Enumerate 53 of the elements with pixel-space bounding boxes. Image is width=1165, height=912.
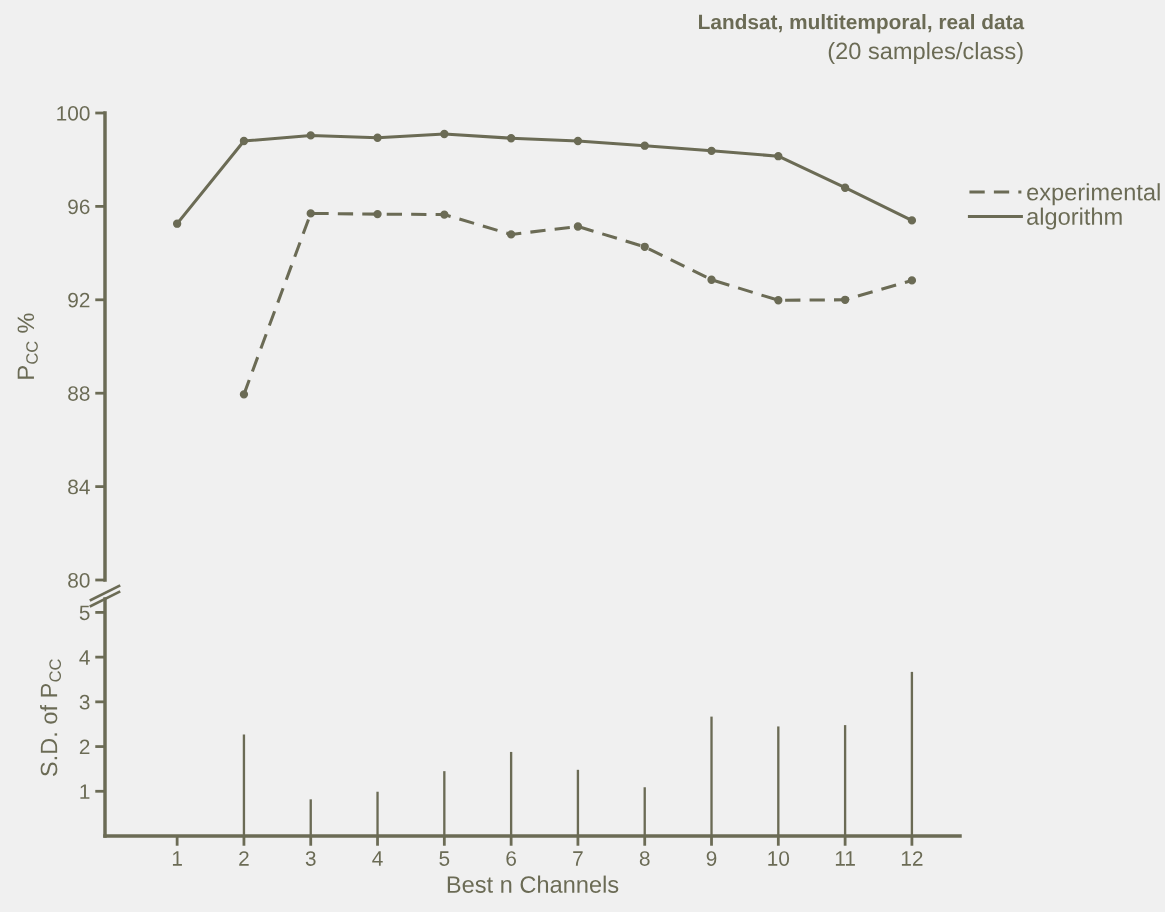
point [907, 216, 917, 225]
point [907, 276, 917, 285]
point [306, 209, 315, 218]
x-tick-label: 6 [506, 851, 516, 866]
point [573, 136, 583, 146]
x-tick-label: 4 [372, 851, 383, 866]
legend-label: experimental [1027, 183, 1160, 206]
y-tick-label: 80 [68, 573, 90, 588]
x-tick-label: 5 [439, 851, 450, 866]
x-tick-label: 10 [768, 851, 790, 866]
point [172, 219, 182, 228]
point [373, 209, 382, 219]
y-tick-label: 92 [68, 292, 90, 308]
x-tick-label: 8 [639, 851, 650, 866]
y-tick-label: 100 [57, 106, 90, 121]
y-tick-label: 84 [68, 479, 90, 495]
point [506, 230, 516, 239]
point [774, 296, 783, 305]
y-tick-label: 2 [79, 739, 90, 755]
point [707, 275, 716, 284]
x-axis-title: Best n Channels [447, 875, 619, 893]
point [840, 295, 850, 304]
y-axis-title: P$_{CC}$ % [17, 313, 38, 379]
point [640, 242, 649, 251]
x-tick-label: 7 [573, 851, 583, 866]
point [774, 152, 783, 161]
y-tick-label: 1 [80, 784, 90, 799]
point [573, 222, 583, 231]
point [707, 146, 716, 155]
point [373, 133, 382, 142]
x-tick-label: 11 [835, 851, 855, 866]
point [440, 210, 449, 219]
y-axis-title: S.D. of P$_{CC}$ [40, 659, 62, 777]
y-tick-label: 3 [79, 694, 90, 710]
point [239, 136, 249, 146]
x-tick-label: 9 [706, 851, 717, 866]
x-tick-label: 12 [901, 851, 923, 866]
point [640, 141, 649, 150]
point [506, 134, 516, 143]
x-tick-label: 1 [172, 851, 182, 866]
chart-title: Landsat, multitemporal, real data [699, 14, 1025, 34]
y-tick-label: 4 [79, 650, 90, 665]
y-tick-label: 88 [68, 386, 90, 401]
point [840, 183, 850, 192]
y-tick-label: 5 [79, 605, 90, 621]
x-tick-label: 2 [239, 851, 249, 866]
point [306, 131, 315, 140]
x-tick-label: 3 [305, 851, 316, 866]
legend-label: algorithm [1027, 207, 1122, 230]
y-tick-label: 96 [68, 199, 90, 215]
point [239, 390, 249, 399]
point [440, 129, 449, 139]
chart-subtitle: (20 samples/class) [828, 42, 1023, 65]
